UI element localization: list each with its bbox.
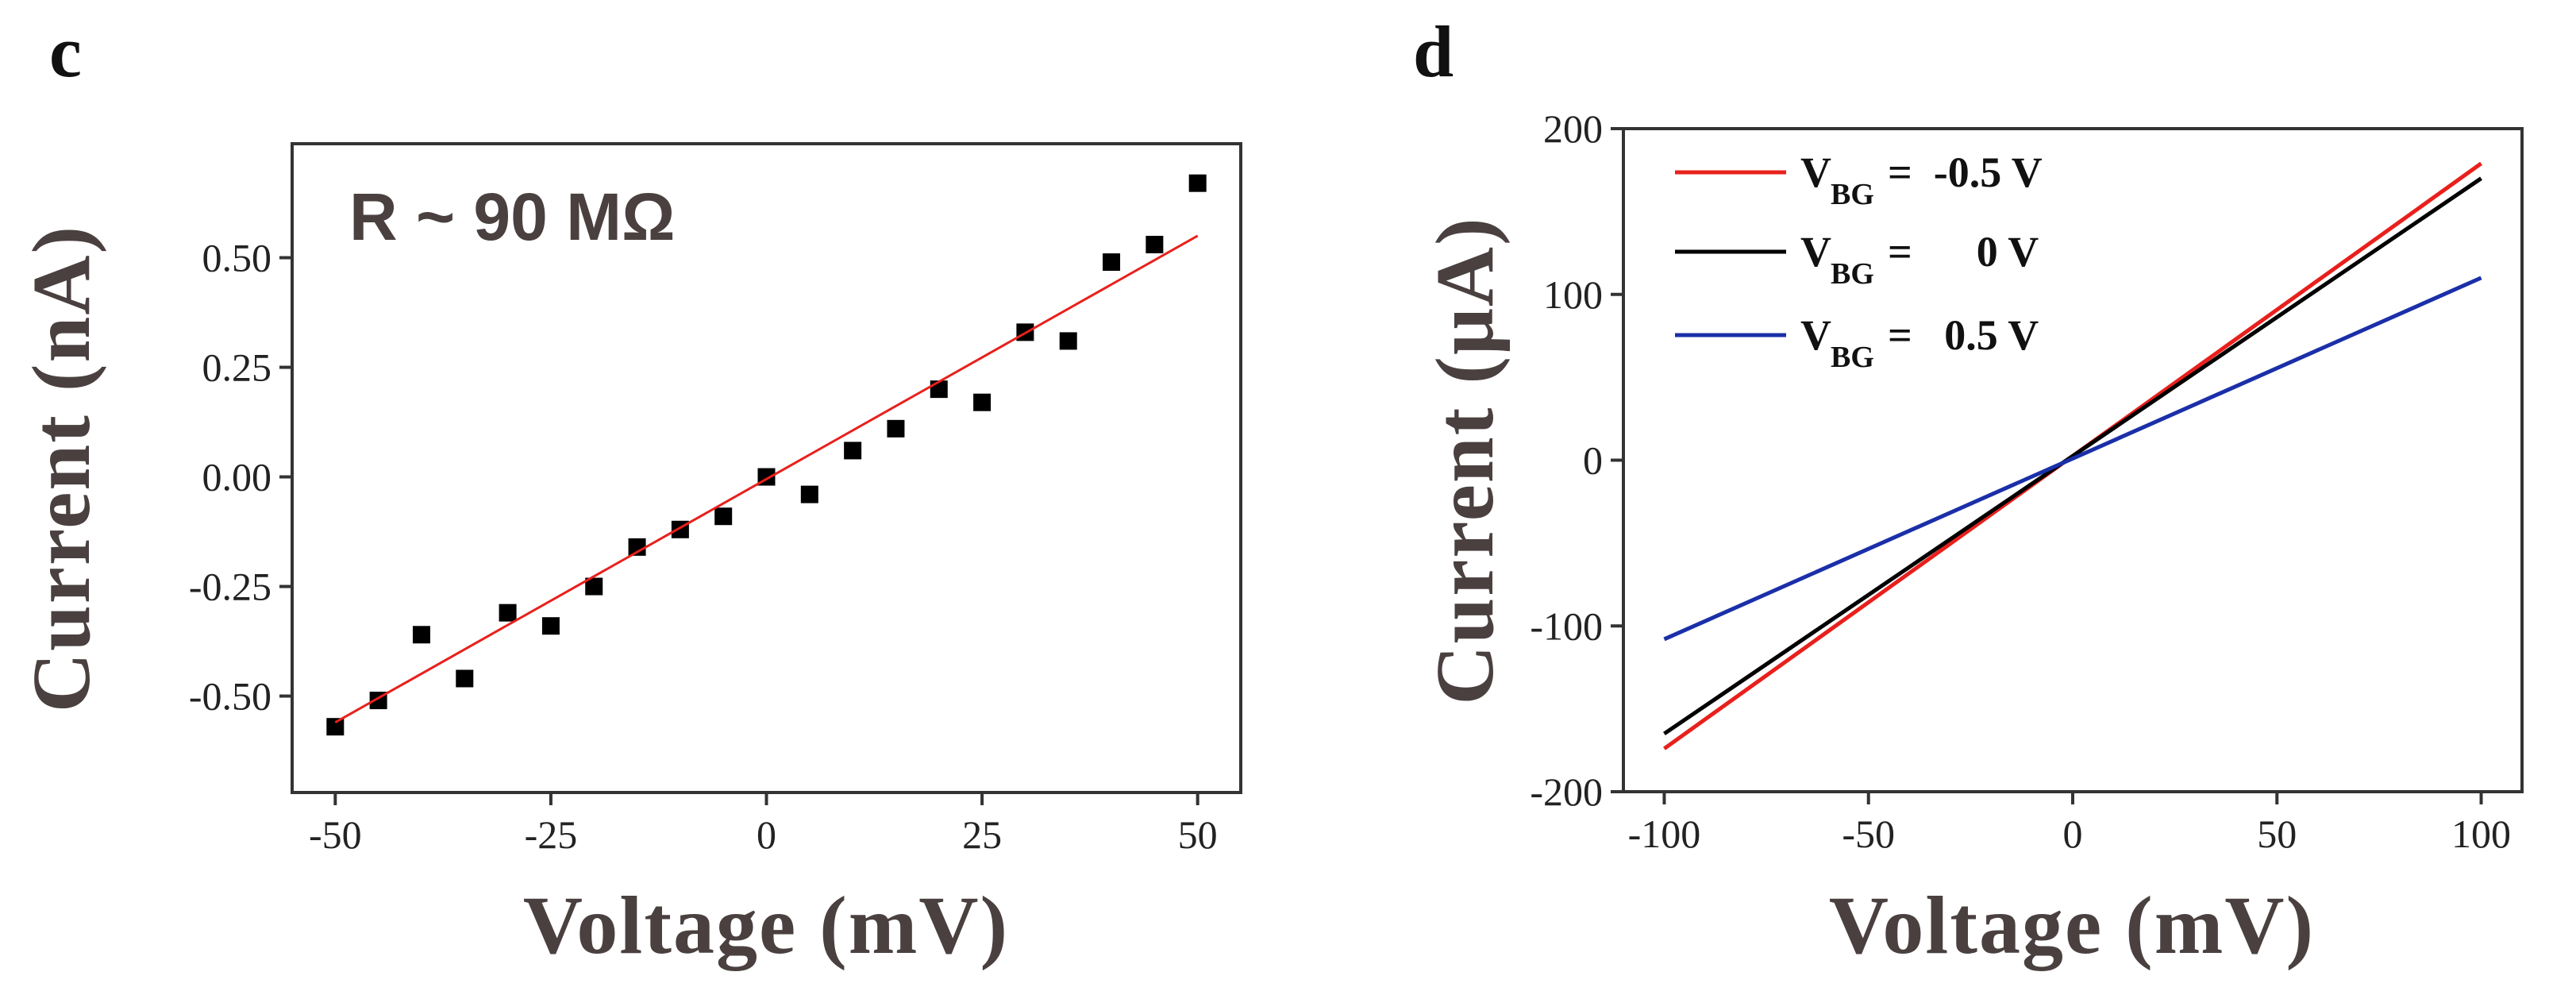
- y-tick-label: 0.00: [202, 455, 272, 499]
- data-point: [456, 669, 474, 688]
- data-point: [800, 485, 818, 503]
- legend-entry: V BG = -0.5 V: [1675, 148, 2043, 211]
- data-point: [887, 419, 905, 438]
- series-line: [1663, 276, 2482, 642]
- y-axis-title: Current (nA): [16, 225, 107, 712]
- legend-label-main: V: [1800, 311, 1831, 359]
- legend-label-value: = 0.5 V: [1888, 311, 2039, 359]
- legend-entry: V BG = 0 V: [1675, 228, 2039, 291]
- data-point: [1059, 332, 1077, 350]
- x-tick-label: -25: [525, 812, 578, 857]
- x-tick-label: 25: [962, 812, 1002, 857]
- y-tick-label: -0.50: [189, 674, 271, 719]
- x-tick-label: -100: [1628, 812, 1701, 856]
- x-tick-label: -50: [309, 812, 362, 857]
- y-axis-title: Current (μA): [1419, 216, 1511, 704]
- data-point: [412, 626, 430, 644]
- data-point: [1188, 174, 1207, 192]
- y-axis-ticks: -0.50 -0.25 0.00 0.25 0.50: [189, 236, 292, 719]
- plot-series: [1662, 161, 2483, 750]
- panel-d-label: d: [1413, 11, 1454, 92]
- resistance-annotation: R ~ 90 MΩ: [349, 179, 675, 254]
- y-tick-label: -100: [1530, 604, 1603, 648]
- data-point: [499, 604, 517, 622]
- y-tick-label: 0.50: [202, 236, 272, 280]
- legend: V BG = -0.5 VV BG = 0 VV BG = 0.5 V: [1675, 148, 2043, 374]
- x-tick-label: 100: [2451, 812, 2511, 856]
- plot-series: [326, 174, 1207, 736]
- data-point: [541, 617, 560, 635]
- panel-c-label: c: [49, 11, 82, 92]
- legend-label-main: V: [1800, 228, 1831, 276]
- x-tick-label: -50: [1842, 812, 1895, 856]
- y-tick-label: -0.25: [189, 565, 271, 609]
- y-tick-label: 0: [1583, 438, 1603, 483]
- legend-label-subscript: BG: [1831, 341, 1874, 374]
- series-line: [1663, 176, 2482, 736]
- y-axis-ticks: -200 -100 0 100 200: [1530, 106, 1623, 814]
- x-axis-ticks: -100 -50 0 50 100: [1628, 792, 2511, 856]
- legend-label-subscript: BG: [1831, 257, 1874, 291]
- data-point: [628, 538, 646, 556]
- x-tick-label: 50: [2257, 812, 2297, 856]
- legend-label-value: = -0.5 V: [1888, 148, 2043, 196]
- data-point: [1146, 235, 1164, 253]
- fit-line: [334, 234, 1199, 723]
- legend-label-subscript: BG: [1831, 178, 1874, 211]
- y-tick-label: -200: [1530, 769, 1603, 814]
- legend-label-value: = 0 V: [1888, 228, 2039, 276]
- data-point: [973, 393, 992, 411]
- data-point: [326, 718, 345, 736]
- x-tick-label: 0: [757, 812, 776, 857]
- y-tick-label: 100: [1543, 272, 1603, 317]
- legend-label-main: V: [1800, 148, 1831, 196]
- x-tick-label: 50: [1178, 812, 1218, 857]
- y-tick-label: 0.25: [202, 345, 272, 390]
- data-point: [1103, 253, 1121, 272]
- data-point: [844, 442, 862, 460]
- legend-entry: V BG = 0.5 V: [1675, 311, 2039, 374]
- x-tick-label: 0: [2063, 812, 2083, 856]
- panel-c-chart: c -50 -25 0 25 50 -0.50 -0.25 0.00 0.25 0.50 R ~…: [16, 11, 1242, 971]
- x-axis-ticks: -50 -25 0 25 50: [309, 793, 1218, 857]
- data-point: [585, 577, 603, 596]
- x-axis-title: Voltage (mV): [1829, 880, 2315, 971]
- y-tick-label: 200: [1543, 106, 1603, 151]
- data-point: [714, 507, 733, 526]
- x-axis-title: Voltage (mV): [523, 880, 1009, 971]
